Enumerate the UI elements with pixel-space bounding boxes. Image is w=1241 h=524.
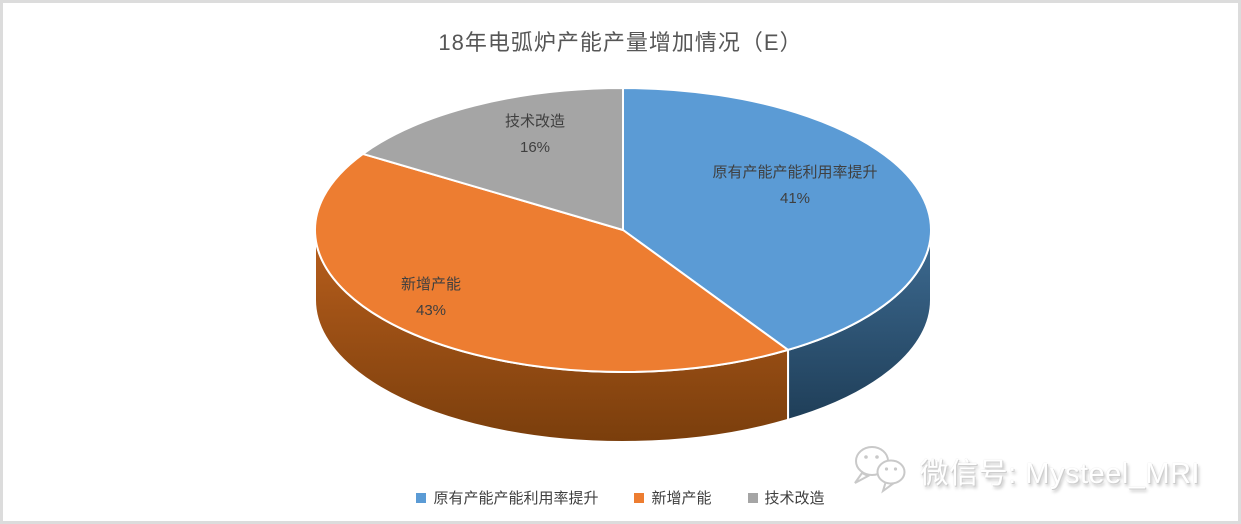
- watermark-text: 微信号: Mysteel_MRI: [919, 458, 1200, 490]
- legend-item-2: 技术改造: [747, 487, 825, 508]
- legend-label: 新增产能: [651, 490, 712, 507]
- legend: 原有产能产能利用率提升 新增产能 技术改造: [3, 487, 1238, 508]
- legend-item-0: 原有产能产能利用率提升: [416, 487, 598, 508]
- pie-slice-top-0: [622, 87, 932, 351]
- legend-item-1: 新增产能: [634, 487, 712, 508]
- watermark: 微信号: Mysteel_MRI: [850, 443, 1200, 499]
- legend-label: 原有产能产能利用率提升: [433, 490, 599, 507]
- chart-title: 18年电弧炉产能产量增加情况（E）: [438, 30, 803, 55]
- pie-3d-chart: [314, 87, 932, 443]
- wechat-icon: [853, 446, 906, 494]
- legend-label: 技术改造: [764, 490, 825, 507]
- pie-slice-top-2: [361, 87, 624, 231]
- pie-slice-top-1: [314, 152, 790, 373]
- legend-marker: [747, 492, 758, 503]
- legend-marker: [634, 492, 645, 503]
- legend-marker: [416, 492, 427, 503]
